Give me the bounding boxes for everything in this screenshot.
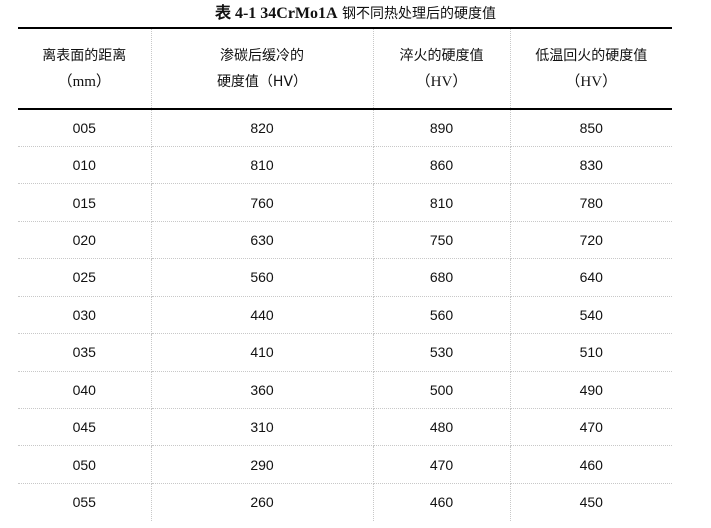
table-row: 030 440 560 540 xyxy=(18,296,672,335)
cell-tempered: 540 xyxy=(509,296,672,335)
cell-quenched: 560 xyxy=(372,296,511,335)
cell-carburized: 630 xyxy=(150,221,374,260)
table-row: 005 820 890 850 xyxy=(18,109,672,147)
header-quenched: 淬火的硬度值 （HV） xyxy=(372,27,511,110)
cell-carburized: 410 xyxy=(150,333,374,372)
cell-tempered: 470 xyxy=(509,408,672,447)
caption-prefix: 表 4-1 34CrMo1A xyxy=(214,5,338,22)
header-distance-line2: （mm） xyxy=(57,73,111,90)
header-quenched-line1: 淬火的硬度值 xyxy=(399,47,484,64)
cell-quenched: 460 xyxy=(372,483,511,521)
cell-distance: 040 xyxy=(18,371,152,410)
header-distance-line1: 离表面的距离 xyxy=(42,47,127,64)
cell-distance: 005 xyxy=(18,109,152,147)
cell-carburized: 310 xyxy=(150,408,374,447)
cell-quenched: 500 xyxy=(372,371,511,410)
cell-carburized: 820 xyxy=(150,109,374,147)
cell-distance: 020 xyxy=(18,221,152,260)
cell-carburized: 440 xyxy=(150,296,374,335)
cell-quenched: 470 xyxy=(372,445,511,484)
hardness-table: 离表面的距离 （mm） 渗碳后缓冷的 硬度值（HV） 淬火的硬度值 （HV） 低… xyxy=(18,27,672,521)
table-row: 040 360 500 490 xyxy=(18,371,672,410)
cell-distance: 015 xyxy=(18,183,152,222)
cell-carburized: 360 xyxy=(150,371,374,410)
header-tempered-line2: （HV） xyxy=(565,73,618,90)
cell-tempered: 780 xyxy=(509,183,672,222)
header-row: 离表面的距离 （mm） 渗碳后缓冷的 硬度值（HV） 淬火的硬度值 （HV） 低… xyxy=(18,27,672,110)
cell-quenched: 530 xyxy=(372,333,511,372)
cell-carburized: 810 xyxy=(150,146,374,185)
cell-tempered: 640 xyxy=(509,258,672,297)
cell-carburized: 560 xyxy=(150,258,374,297)
table-row: 050 290 470 460 xyxy=(18,445,672,484)
header-carburized-line2: 硬度值（HV） xyxy=(216,73,308,90)
header-quenched-line2: （HV） xyxy=(415,73,468,90)
cell-distance: 045 xyxy=(18,408,152,447)
table-row: 010 810 860 830 xyxy=(18,146,672,185)
table-row: 035 410 530 510 xyxy=(18,333,672,372)
cell-tempered: 450 xyxy=(509,483,672,521)
table-row: 055 260 460 450 xyxy=(18,483,672,521)
table-row: 045 310 480 470 xyxy=(18,408,672,447)
cell-distance: 050 xyxy=(18,445,152,484)
header-tempered: 低温回火的硬度值 （HV） xyxy=(509,27,672,110)
cell-tempered: 460 xyxy=(509,445,672,484)
cell-tempered: 830 xyxy=(509,146,672,185)
header-carburized: 渗碳后缓冷的 硬度值（HV） xyxy=(150,27,374,110)
cell-distance: 055 xyxy=(18,483,152,521)
table-caption: 表 4-1 34CrMo1A 钢不同热处理后的硬度值 xyxy=(0,2,711,24)
cell-quenched: 810 xyxy=(372,183,511,222)
cell-carburized: 760 xyxy=(150,183,374,222)
header-tempered-line1: 低温回火的硬度值 xyxy=(535,47,648,64)
cell-quenched: 680 xyxy=(372,258,511,297)
cell-distance: 035 xyxy=(18,333,152,372)
table-row: 025 560 680 640 xyxy=(18,258,672,297)
cell-tempered: 490 xyxy=(509,371,672,410)
cell-quenched: 890 xyxy=(372,109,511,147)
cell-quenched: 860 xyxy=(372,146,511,185)
header-distance: 离表面的距离 （mm） xyxy=(18,27,152,110)
cell-tempered: 850 xyxy=(509,109,672,147)
cell-distance: 030 xyxy=(18,296,152,335)
header-carburized-line1: 渗碳后缓冷的 xyxy=(220,47,304,64)
cell-tempered: 720 xyxy=(509,221,672,260)
cell-carburized: 260 xyxy=(150,483,374,521)
cell-distance: 010 xyxy=(18,146,152,185)
cell-quenched: 480 xyxy=(372,408,511,447)
cell-distance: 025 xyxy=(18,258,152,297)
cell-carburized: 290 xyxy=(150,445,374,484)
table-row: 015 760 810 780 xyxy=(18,183,672,222)
cell-quenched: 750 xyxy=(372,221,511,260)
caption-suffix: 钢不同热处理后的硬度值 xyxy=(337,6,497,22)
cell-tempered: 510 xyxy=(509,333,672,372)
table-row: 020 630 750 720 xyxy=(18,221,672,260)
